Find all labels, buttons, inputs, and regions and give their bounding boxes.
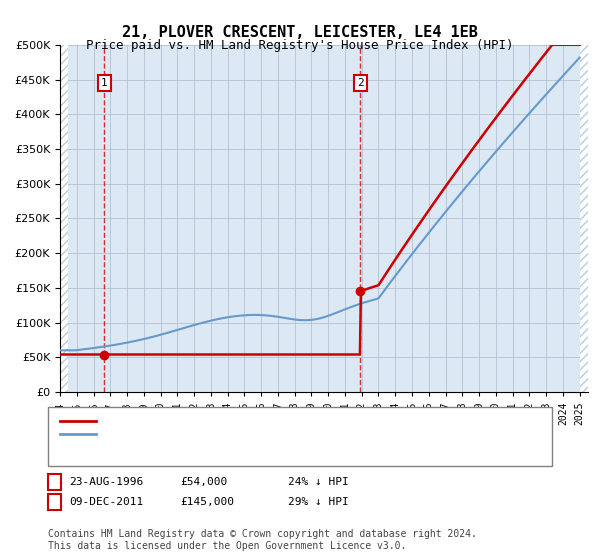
Text: £54,000: £54,000 (180, 477, 227, 487)
Bar (580, 45, 588, 392)
Text: Price paid vs. HM Land Registry's House Price Index (HPI): Price paid vs. HM Land Registry's House … (86, 39, 514, 52)
Text: 1: 1 (101, 78, 107, 88)
Text: £145,000: £145,000 (180, 497, 234, 507)
Text: 21, PLOVER CRESCENT, LEICESTER, LE4 1EB: 21, PLOVER CRESCENT, LEICESTER, LE4 1EB (122, 25, 478, 40)
Text: Contains HM Land Registry data © Crown copyright and database right 2024.
This d: Contains HM Land Registry data © Crown c… (48, 529, 477, 551)
Text: HPI: Average price, detached house, Leicester: HPI: Average price, detached house, Leic… (102, 429, 406, 439)
Text: 29% ↓ HPI: 29% ↓ HPI (288, 497, 349, 507)
Text: 2: 2 (51, 497, 58, 507)
Text: 2: 2 (357, 78, 364, 88)
Text: 1: 1 (51, 477, 58, 487)
Text: 24% ↓ HPI: 24% ↓ HPI (288, 477, 349, 487)
Text: 23-AUG-1996: 23-AUG-1996 (69, 477, 143, 487)
Text: 09-DEC-2011: 09-DEC-2011 (69, 497, 143, 507)
Text: 21, PLOVER CRESCENT, LEICESTER, LE4 1EB (detached house): 21, PLOVER CRESCENT, LEICESTER, LE4 1EB … (102, 416, 480, 426)
Bar (60, 45, 68, 392)
